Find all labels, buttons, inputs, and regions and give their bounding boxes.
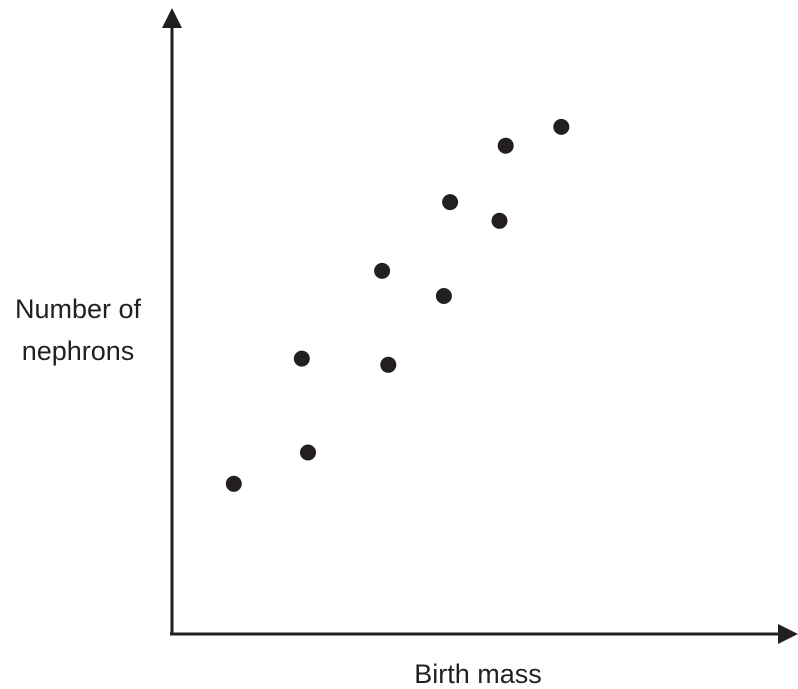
axes	[162, 8, 798, 644]
data-point	[374, 262, 391, 279]
y-axis-arrowhead	[162, 8, 182, 28]
data-point	[553, 118, 570, 135]
data-point	[380, 356, 397, 373]
x-axis-arrowhead	[778, 624, 798, 644]
y-axis-label-line-1: Number of	[15, 294, 142, 324]
data-point	[300, 444, 316, 461]
data-point	[225, 475, 242, 492]
data-point	[442, 194, 459, 211]
data-point	[491, 212, 508, 229]
data-point	[497, 137, 514, 154]
data-point	[435, 288, 452, 304]
y-axis-label-line-2: nephrons	[22, 336, 135, 366]
data-point	[293, 350, 310, 367]
data-points	[225, 118, 570, 492]
x-axis-label: Birth mass	[414, 659, 542, 689]
